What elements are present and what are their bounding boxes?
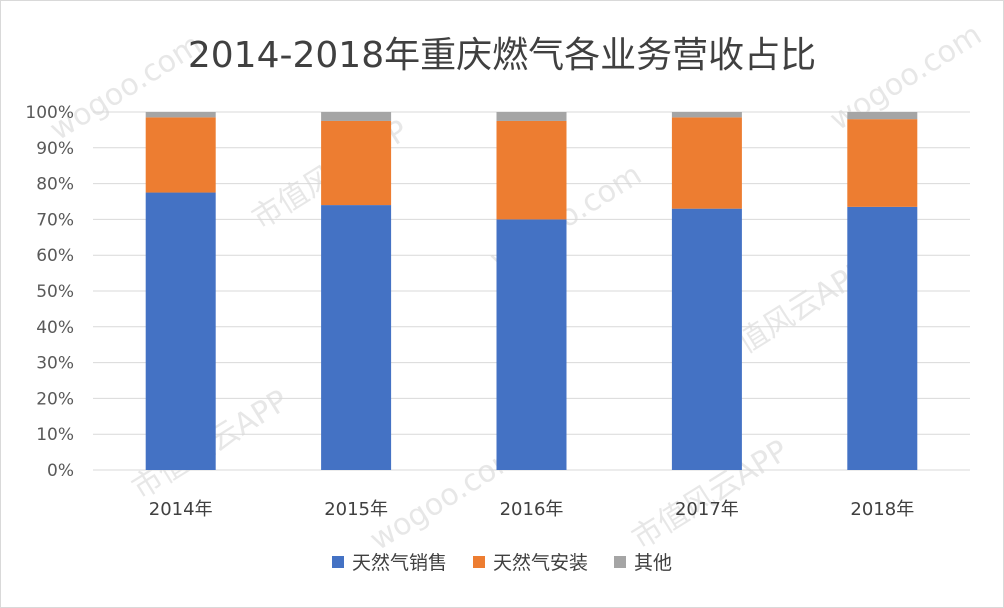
legend-label-install: 天然气安装 [492, 552, 588, 574]
x-tick-label: 2014年 [149, 499, 213, 520]
bar-segment [847, 119, 918, 207]
bar-segment [321, 112, 392, 121]
x-tick-label: 2017年 [675, 499, 739, 520]
bar-segment [496, 120, 567, 220]
y-tick-label: 40% [36, 318, 74, 338]
bar-segment [145, 112, 216, 118]
legend-item-other: 其他 [614, 548, 672, 575]
legend-swatch-install [472, 555, 485, 568]
bar-segment [321, 120, 392, 206]
legend-swatch-other [614, 555, 626, 568]
y-tick-label: 10% [36, 425, 74, 445]
chart-title: 2014-2018年重庆燃气各业务营收占比 [187, 35, 817, 76]
y-tick-label: 30% [36, 354, 74, 374]
legend-swatch-sales [331, 555, 344, 568]
bar-segment [145, 117, 216, 193]
bar-segment [321, 205, 392, 470]
bar-segment [671, 117, 742, 209]
legend-item-install: 天然气安装 [472, 548, 588, 575]
y-tick-label: 50% [36, 282, 74, 302]
bar-segment [496, 219, 567, 470]
y-tick-label: 80% [36, 175, 74, 195]
bar-segment [847, 206, 918, 470]
y-tick-label: 100% [25, 103, 74, 123]
bar-segment [847, 112, 918, 120]
legend-label-sales: 天然气销售 [351, 552, 447, 574]
y-tick-label: 70% [36, 210, 74, 230]
x-tick-label: 2018年 [850, 499, 914, 520]
y-tick-label: 20% [36, 389, 74, 409]
chart-legend: 天然气销售 天然气安装 其他 [0, 548, 1004, 575]
x-tick-label: 2016年 [500, 499, 564, 520]
bar-segment [145, 192, 216, 471]
legend-item-sales: 天然气销售 [331, 548, 447, 575]
x-tick-label: 2015年 [324, 499, 388, 520]
bar-segment [496, 112, 567, 121]
legend-label-other: 其他 [634, 552, 673, 574]
y-tick-label: 90% [36, 139, 74, 159]
bar-segment [671, 112, 742, 118]
y-tick-label: 60% [36, 246, 74, 266]
y-tick-label: 0% [47, 461, 74, 481]
bar-segment [671, 208, 742, 470]
